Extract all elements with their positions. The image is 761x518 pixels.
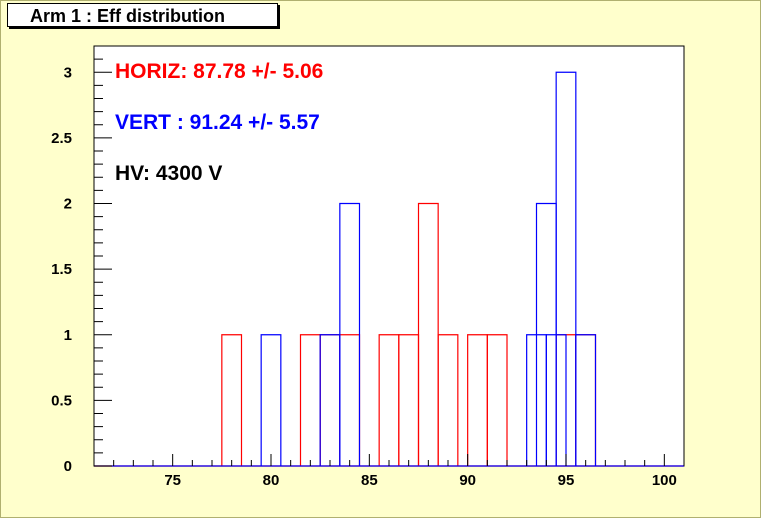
hv-label: HV: 4300 V <box>115 162 222 185</box>
horiz-bin-0 <box>221 334 243 466</box>
x-tick-label: 80 <box>263 472 280 489</box>
x-tick-label: 100 <box>652 472 677 489</box>
x-tick-label: 75 <box>164 472 181 489</box>
horiz-stat-label: HORIZ: 87.78 +/- 5.06 <box>115 60 323 83</box>
chart-title: Arm 1 : Eff distribution <box>30 6 225 26</box>
x-tick-label: 95 <box>558 472 575 489</box>
y-tick-label: 0.5 <box>51 392 72 409</box>
y-tick-label: 2.5 <box>51 130 72 147</box>
vert-bin-0 <box>260 334 282 466</box>
vert-bin-2 <box>339 202 361 466</box>
horiz-bin-9 <box>486 334 508 466</box>
y-tick-label: 2 <box>64 196 72 213</box>
x-tick-label: 85 <box>361 472 378 489</box>
vert-stat-label: VERT : 91.24 +/- 5.57 <box>115 111 320 134</box>
y-tick-label: 0 <box>64 458 72 475</box>
x-tick-label: 90 <box>459 472 476 489</box>
y-tick-label: 1 <box>64 327 72 344</box>
vert-bin-7 <box>575 334 597 466</box>
y-tick-label: 3 <box>64 64 72 81</box>
y-tick-label: 1.5 <box>51 261 72 278</box>
horiz-bin-7 <box>437 334 459 466</box>
plot-frame <box>93 45 685 467</box>
title-box: Arm 1 : Eff distribution <box>7 3 278 27</box>
vert-bin-6 <box>555 71 577 466</box>
